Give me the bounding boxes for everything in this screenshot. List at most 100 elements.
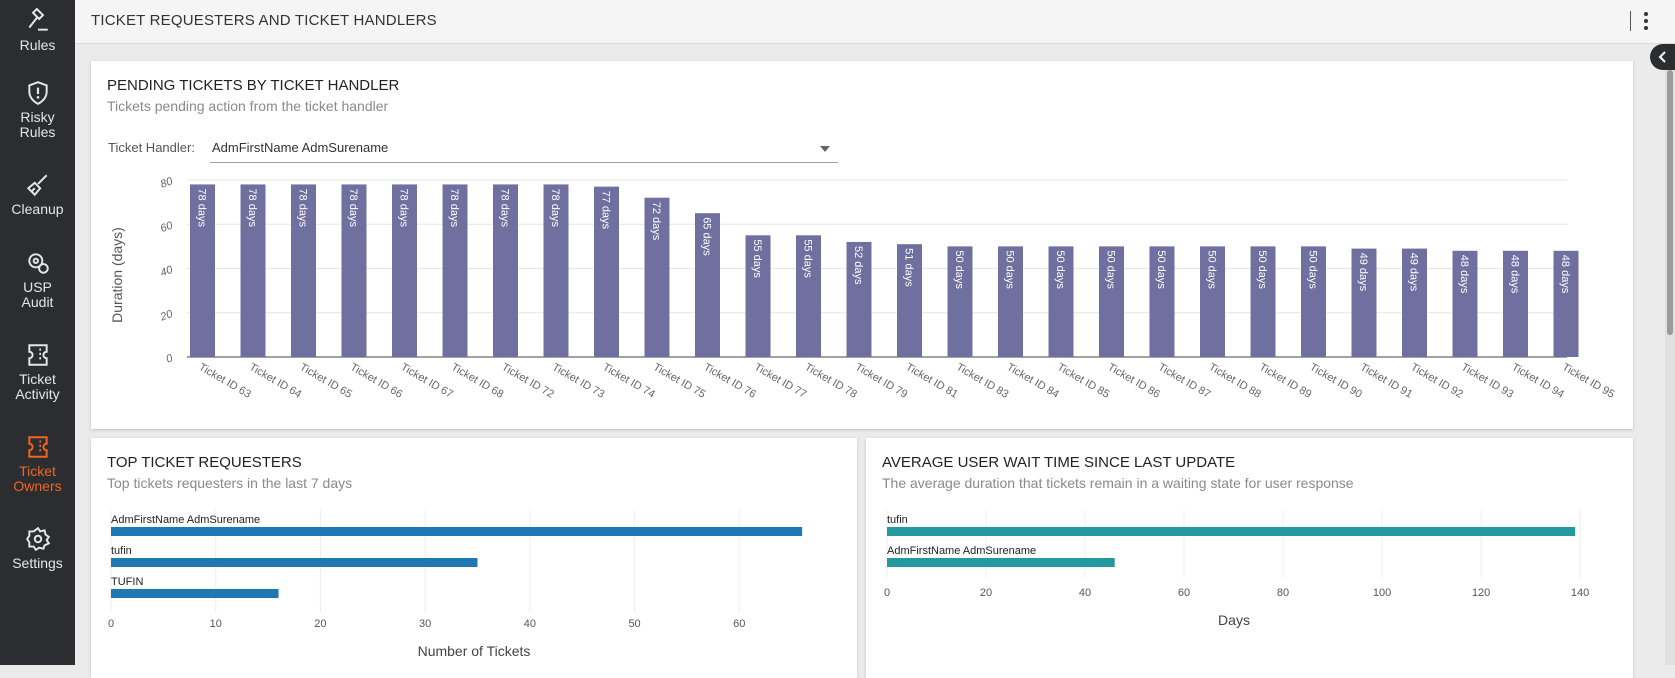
sidebar-item-cleanup[interactable]: Cleanup <box>0 172 75 217</box>
bar <box>998 246 1023 357</box>
bar-data-label: 48 days <box>1509 255 1521 294</box>
bar <box>392 184 417 357</box>
bar-data-label: 48 days <box>1559 255 1571 294</box>
bar <box>1048 246 1074 357</box>
card-subtitle: Tickets pending action from the ticket h… <box>107 98 389 114</box>
shield-alert-icon <box>27 81 48 105</box>
sidebar-item-usp-audit[interactable]: USP Audit <box>0 250 75 310</box>
bar <box>543 184 569 357</box>
bar <box>695 213 720 357</box>
bar-data-label: 50 days <box>953 250 965 289</box>
scrollbar-track[interactable] <box>1665 70 1675 665</box>
x-tick-label: Ticket ID 83 <box>954 361 1010 401</box>
bar-data-label: 50 days <box>1307 250 1319 289</box>
bar <box>897 244 922 357</box>
page-title: TICKET REQUESTERS AND TICKET HANDLERS <box>91 12 437 29</box>
scrollbar-thumb[interactable] <box>1667 70 1673 335</box>
x-tick-label: Ticket ID 81 <box>904 361 960 401</box>
bar <box>341 184 367 357</box>
bar-data-label: 50 days <box>1004 250 1016 289</box>
bar <box>1250 246 1276 357</box>
chevron-down-icon <box>820 146 830 152</box>
bar <box>644 197 670 357</box>
y-tick-label: 80 <box>159 175 175 191</box>
x-tick-label: Ticket ID 75 <box>651 361 707 401</box>
bar <box>190 184 215 357</box>
ticket-icon <box>27 436 48 458</box>
bar <box>1149 246 1175 357</box>
top-requesters-card: TOP TICKET REQUESTERS Top tickets reques… <box>91 438 857 678</box>
gavel-icon <box>28 8 48 31</box>
card-title: PENDING TICKETS BY TICKET HANDLER <box>107 77 400 94</box>
card-title: AVERAGE USER WAIT TIME SINCE LAST UPDATE <box>882 454 1236 471</box>
bar <box>745 235 771 357</box>
average-wait-card: AVERAGE USER WAIT TIME SINCE LAST UPDATE… <box>866 438 1633 678</box>
card-subtitle: The average duration that tickets remain… <box>882 475 1354 491</box>
bar-data-label: 55 days <box>751 239 763 278</box>
sidebar-item-label: Cleanup <box>11 201 64 217</box>
bar <box>240 184 266 357</box>
x-tick-label: Ticket ID 79 <box>853 361 909 401</box>
bar-data-label: 78 days <box>549 188 561 227</box>
sidebar-item-ticket-owners[interactable]: Ticket Owners <box>0 434 75 494</box>
collapse-panel-button[interactable] <box>1650 44 1675 70</box>
broom-icon <box>26 174 47 197</box>
sidebar: Rules Risky Rules Cleanup USP Audit Tick… <box>0 0 75 665</box>
x-tick-label: Ticket ID 92 <box>1409 361 1465 401</box>
bar-data-label: 78 days <box>196 188 208 227</box>
sidebar-item-label: Rules <box>19 37 56 53</box>
more-options-icon[interactable] <box>1643 10 1649 32</box>
bar <box>1553 250 1579 357</box>
sidebar-item-risky-rules[interactable]: Risky Rules <box>0 80 75 140</box>
sidebar-item-label: Ticket Activity <box>15 371 60 402</box>
sidebar-item-label: Settings <box>12 555 63 571</box>
bar <box>442 184 468 357</box>
x-tick-label: Ticket ID 65 <box>298 361 354 401</box>
sidebar-item-ticket-activity[interactable]: Ticket Activity <box>0 342 75 402</box>
bar-data-label: 65 days <box>701 217 713 256</box>
bar <box>1503 250 1528 357</box>
x-tick-label: Ticket ID 87 <box>1156 361 1212 401</box>
x-tick-label: Ticket ID 77 <box>752 361 808 401</box>
sidebar-item-rules[interactable]: Rules <box>0 8 75 53</box>
bar-data-label: 78 days <box>297 188 309 227</box>
x-tick-label: Ticket ID 86 <box>1106 361 1162 401</box>
ticket-handler-select[interactable]: AdmFirstName AdmSurename <box>210 134 838 163</box>
bar <box>493 184 518 357</box>
bar-data-label: 78 days <box>499 188 511 227</box>
y-tick-label: 60 <box>159 219 175 235</box>
y-tick-label: 0 <box>165 352 176 366</box>
bar <box>291 184 316 357</box>
bar <box>796 235 821 357</box>
bar <box>1452 250 1478 357</box>
x-tick-label: Ticket ID 68 <box>449 361 505 401</box>
audit-gear-icon <box>27 253 49 274</box>
sidebar-item-settings[interactable]: Settings <box>0 526 75 571</box>
x-tick-label: Ticket ID 84 <box>1005 361 1061 401</box>
x-tick-label: Ticket ID 72 <box>500 361 556 401</box>
bar <box>1200 246 1225 357</box>
ticket-handler-value: AdmFirstName AdmSurename <box>212 140 389 155</box>
bar-data-label: 55 days <box>802 239 814 278</box>
sidebar-item-label: Risky Rules <box>19 109 56 140</box>
y-tick-label: 20 <box>158 308 175 324</box>
bar-data-label: 49 days <box>1357 253 1369 292</box>
gear-icon <box>25 526 50 552</box>
bar <box>594 186 619 357</box>
ticket-handler-label: Ticket Handler: <box>108 140 195 155</box>
chevron-left-icon <box>1658 51 1666 63</box>
bar-data-label: 50 days <box>1054 250 1066 289</box>
x-tick-label: Ticket ID 94 <box>1510 361 1566 401</box>
x-tick-label: Ticket ID 78 <box>803 361 859 401</box>
sidebar-item-label: Ticket Owners <box>13 463 62 494</box>
bar-data-label: 50 days <box>1155 250 1167 289</box>
x-tick-label: Ticket ID 93 <box>1459 361 1515 401</box>
x-tick-label: Ticket ID 90 <box>1308 361 1364 401</box>
x-tick-label: Ticket ID 64 <box>247 361 303 401</box>
bar-data-label: 49 days <box>1408 253 1420 292</box>
bar <box>1351 248 1377 357</box>
x-tick-label: Ticket ID 74 <box>601 361 657 401</box>
bar-data-label: 50 days <box>1206 250 1218 289</box>
card-subtitle: Top tickets requesters in the last 7 day… <box>107 475 353 491</box>
